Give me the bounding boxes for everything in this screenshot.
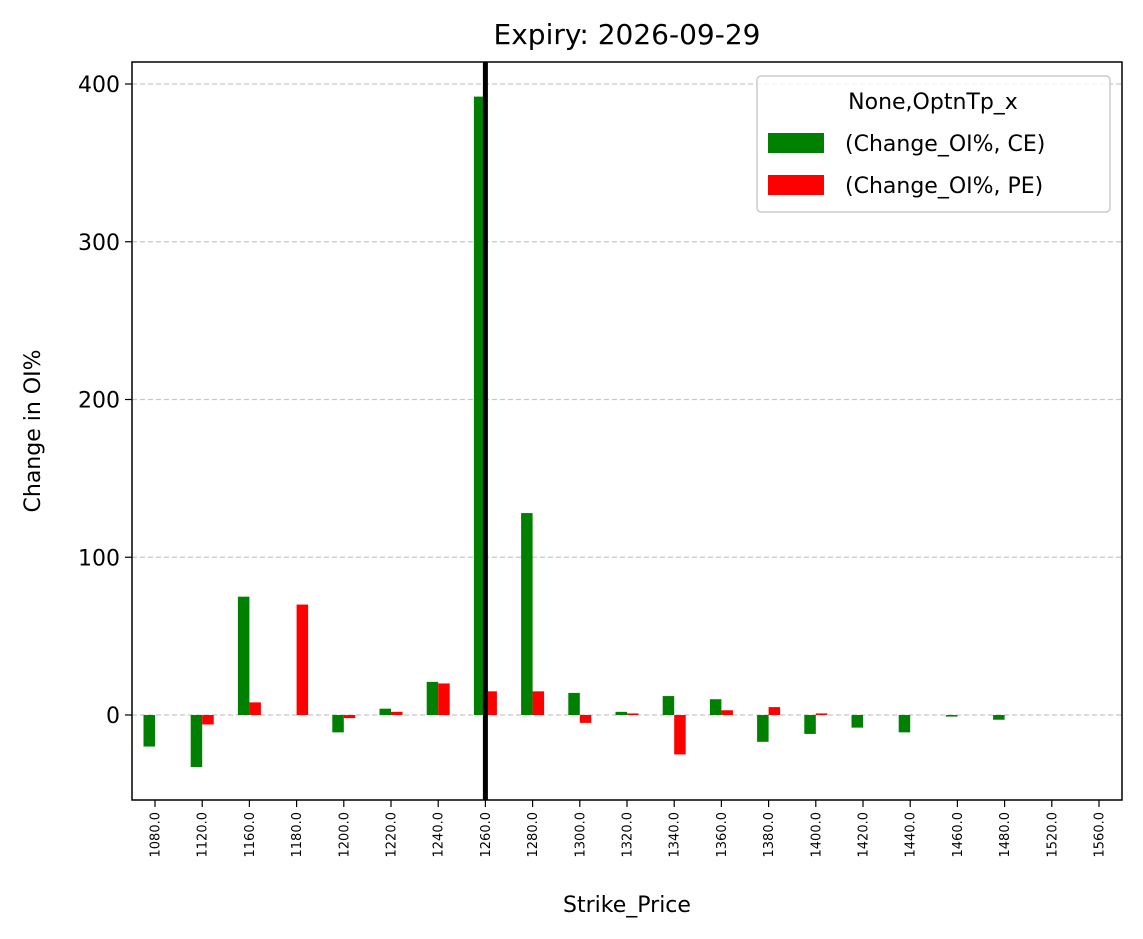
bar-ce: [757, 715, 769, 742]
bar-pe: [768, 707, 781, 715]
bar-ce: [426, 681, 439, 715]
x-tick-label: 1440.0: [904, 812, 919, 858]
bar-ce: [190, 715, 203, 768]
bar-pe: [438, 683, 450, 715]
bar-ce: [568, 692, 580, 715]
bar-pe: [532, 691, 545, 715]
legend: None,OptnTp_x (Change_OI%, CE) (Change_O…: [756, 75, 1111, 213]
x-tick-label: 1120.0: [196, 812, 211, 858]
x-tick-label: 1260.0: [479, 812, 494, 858]
x-tick-label: 1280.0: [526, 812, 541, 858]
bar-ce: [804, 715, 816, 734]
bar-pe: [721, 710, 733, 715]
x-tick-label: 1480.0: [998, 812, 1013, 858]
bar-ce: [615, 711, 627, 715]
x-axis: 1080.0 1120.0 1160.0 1180.0 1200.0 1220.0 1240…: [149, 800, 1108, 858]
bar-pe: [815, 713, 828, 715]
bar-ce: [993, 715, 1005, 720]
legend-box: [756, 75, 1111, 213]
bar-ce: [945, 715, 958, 717]
bar-ce: [521, 513, 533, 715]
bar-pe: [627, 713, 639, 715]
legend-swatch-ce: [768, 133, 824, 153]
legend-label-pe: (Change_OI%, PE): [845, 174, 1043, 199]
legend-label-ce: (Change_OI%, CE): [845, 132, 1045, 157]
bar-ce: [898, 715, 911, 733]
x-tick-label: 1160.0: [243, 812, 258, 858]
x-tick-label: 1320.0: [621, 812, 636, 858]
bar-ce: [379, 708, 391, 715]
x-tick-label: 1340.0: [668, 812, 683, 858]
x-tick-label: 1560.0: [1093, 812, 1108, 858]
x-axis-label: Strike_Price: [563, 893, 691, 918]
bar-ce: [851, 715, 863, 728]
x-tick-label: 1080.0: [149, 812, 164, 858]
bar-pe: [579, 715, 592, 723]
y-tick-label: 300: [78, 231, 120, 256]
y-tick-label: 0: [106, 704, 120, 729]
x-tick-label: 1400.0: [809, 812, 824, 858]
x-tick-label: 1360.0: [715, 812, 730, 858]
y-tick-label: 400: [78, 73, 120, 98]
legend-swatch-pe: [768, 175, 824, 195]
bar-ce: [143, 715, 155, 747]
bar-pe: [296, 604, 309, 715]
bar-ce: [709, 699, 722, 715]
x-tick-label: 1380.0: [762, 812, 777, 858]
x-tick-label: 1300.0: [573, 812, 588, 858]
chart-title: Expiry: 2026-09-29: [494, 18, 761, 51]
x-tick-label: 1220.0: [385, 812, 400, 858]
x-tick-label: 1180.0: [290, 812, 305, 858]
y-axis-label: Change in OI%: [21, 350, 46, 513]
y-axis: 0 100 200 300 400: [78, 73, 132, 729]
bars: [143, 96, 1005, 768]
bar-pe: [391, 711, 403, 715]
x-tick-label: 1240.0: [432, 812, 447, 858]
bar-ce: [237, 596, 250, 715]
x-tick-label: 1200.0: [337, 812, 352, 858]
bar-pe: [202, 715, 214, 725]
y-tick-label: 100: [78, 546, 120, 571]
x-tick-label: 1460.0: [951, 812, 966, 858]
y-tick-label: 200: [78, 389, 120, 414]
x-tick-label: 1420.0: [857, 812, 872, 858]
bar-pe: [485, 691, 497, 715]
bar-pe: [249, 702, 261, 715]
legend-title: None,OptnTp_x: [848, 90, 1018, 115]
x-tick-label: 1520.0: [1045, 812, 1060, 858]
bar-pe: [674, 715, 686, 755]
bar-pe: [343, 715, 356, 719]
bar-ce: [473, 96, 486, 716]
bar-ce: [332, 715, 344, 733]
bar-ce: [662, 696, 675, 715]
